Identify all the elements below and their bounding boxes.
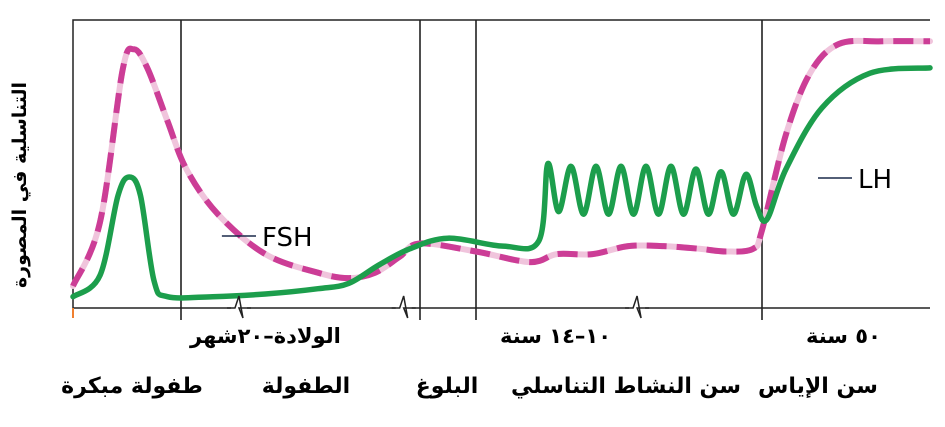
- plot-frame: [72, 19, 930, 318]
- stage-label: طفولة مبكرة: [61, 374, 203, 399]
- axis-break-mark: [391, 295, 416, 319]
- series-fsh-line: [70, 37, 931, 288]
- age-divider-lines: [180, 20, 763, 320]
- x-tick-label: الولادة–٢٠شهر: [189, 324, 341, 348]
- x-tick-label: ٥٠ سنة: [806, 324, 881, 348]
- stage-labels: طفولة مبكرة الطفولة البلوغ سن النشاط التناس…: [61, 374, 878, 399]
- series-label-fsh: FSH: [262, 223, 313, 253]
- x-tick-label: ١٠–١٤ سنة: [500, 324, 611, 348]
- stage-label: سن الإياس: [758, 374, 878, 399]
- axis-break-mark: [625, 295, 650, 319]
- series-label-lh: LH: [858, 165, 892, 195]
- plot-border: [72, 19, 930, 309]
- x-tick-labels: الولادة–٢٠شهر ١٠–١٤ سنة ٥٠ سنة: [189, 324, 881, 348]
- series-lh-line: [70, 65, 933, 301]
- axis-break-mark: [226, 295, 251, 319]
- y-axis-label: التناسلية في المصورة: [9, 82, 31, 288]
- series-labels: FSH LH: [221, 165, 892, 253]
- axis-breaks: [226, 295, 650, 319]
- stage-label: البلوغ: [416, 374, 479, 399]
- stage-label: سن النشاط التناسلي: [511, 374, 741, 399]
- stage-label: الطفولة: [262, 374, 350, 399]
- series-fsh-underlay: [70, 37, 933, 289]
- series-lines: [70, 37, 933, 301]
